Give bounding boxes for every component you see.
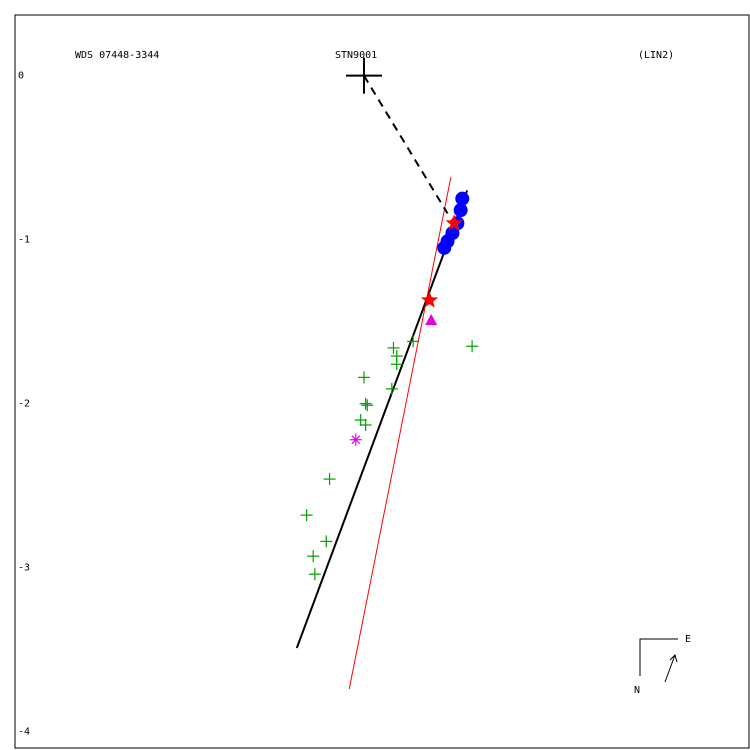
- data-point: [359, 397, 372, 410]
- y-tick-label: -1: [18, 235, 30, 246]
- reference: (LIN2): [638, 50, 674, 61]
- data-point: [361, 399, 374, 412]
- orbit-line: [363, 75, 449, 214]
- orbit-line: [295, 190, 469, 649]
- orbit-line: [348, 177, 452, 690]
- data-point: [320, 535, 333, 548]
- y-tick-label: -3: [18, 563, 30, 574]
- compass-arrow: [664, 654, 676, 683]
- wds-id: WDS 07448-3344: [75, 50, 159, 61]
- chart-title: STN9001: [335, 50, 377, 61]
- data-point: [425, 314, 438, 326]
- data-point: [357, 371, 370, 384]
- data-point: [308, 568, 321, 581]
- data-point: [387, 341, 400, 354]
- data-point: [421, 291, 439, 308]
- data-point: [345, 57, 382, 94]
- data-point: [390, 358, 403, 371]
- data-point: [359, 418, 372, 431]
- data-point: [307, 550, 320, 563]
- compass-arrowhead: [669, 654, 678, 663]
- data-point: [385, 382, 398, 395]
- compass-east: E: [685, 634, 691, 645]
- compass-north: N: [634, 685, 640, 696]
- y-tick-label: -4: [18, 727, 30, 738]
- data-point: [407, 335, 420, 348]
- y-tick-label: 0: [18, 71, 24, 82]
- data-point: [466, 340, 479, 353]
- data-point: [323, 473, 336, 486]
- marker-stroke: [351, 435, 361, 445]
- data-point: [354, 414, 367, 427]
- plot-frame: [14, 14, 750, 749]
- compass: E N: [634, 634, 691, 696]
- data-point: [455, 191, 470, 206]
- data-point: [445, 214, 463, 231]
- y-tick-label: -2: [18, 399, 30, 410]
- data-point: [349, 433, 362, 446]
- data-point: [437, 240, 452, 255]
- data-point: [453, 203, 468, 218]
- compass-axes: [639, 638, 678, 676]
- data-point: [300, 509, 313, 522]
